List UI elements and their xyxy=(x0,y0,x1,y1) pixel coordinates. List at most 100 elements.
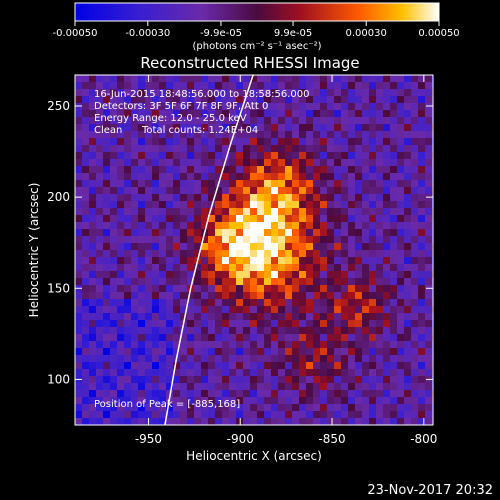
heatmap-cell xyxy=(75,82,83,90)
heatmap-cell xyxy=(96,404,104,412)
heatmap-cell xyxy=(411,194,419,202)
heatmap-cell xyxy=(222,278,230,286)
heatmap-cell xyxy=(264,138,272,146)
heatmap-cell xyxy=(145,208,153,216)
heatmap-cell xyxy=(89,222,97,230)
heatmap-cell xyxy=(257,320,265,328)
heatmap-cell xyxy=(404,348,412,356)
heatmap-cell xyxy=(271,299,279,307)
heatmap-cell xyxy=(166,194,174,202)
heatmap-cell xyxy=(173,257,181,265)
heatmap-cell xyxy=(180,390,188,398)
heatmap-cell xyxy=(278,89,286,97)
heatmap-cell xyxy=(215,376,223,384)
heatmap-cell xyxy=(89,131,97,139)
heatmap-cell xyxy=(334,215,342,223)
heatmap-cell xyxy=(124,355,132,363)
heatmap-cell xyxy=(334,264,342,272)
heatmap-cell xyxy=(180,131,188,139)
heatmap-cell xyxy=(306,187,314,195)
heatmap-cell xyxy=(348,404,356,412)
heatmap-cell xyxy=(236,82,244,90)
heatmap-cell xyxy=(341,383,349,391)
heatmap-cell xyxy=(194,75,202,83)
heatmap-cell xyxy=(194,313,202,321)
heatmap-cell xyxy=(334,131,342,139)
heatmap-cell xyxy=(187,110,195,118)
heatmap-cell xyxy=(390,390,398,398)
heatmap-cell xyxy=(376,327,384,335)
heatmap-cell xyxy=(404,194,412,202)
heatmap-cell xyxy=(166,320,174,328)
heatmap-cell xyxy=(138,131,146,139)
heatmap-cell xyxy=(243,236,251,244)
heatmap-cell xyxy=(250,376,258,384)
heatmap-cell xyxy=(180,208,188,216)
heatmap-cell xyxy=(383,285,391,293)
heatmap-cell xyxy=(411,376,419,384)
heatmap-cell xyxy=(159,131,167,139)
heatmap-cell xyxy=(117,159,125,167)
heatmap-cell xyxy=(383,362,391,370)
heatmap-cell xyxy=(82,152,90,160)
heatmap-cell xyxy=(404,383,412,391)
heatmap-cell xyxy=(327,404,335,412)
heatmap-cell xyxy=(145,285,153,293)
heatmap-cell xyxy=(362,96,370,104)
heatmap-cell xyxy=(166,110,174,118)
heatmap-cell xyxy=(397,103,405,111)
heatmap-cell xyxy=(348,138,356,146)
x-tick-label: -950 xyxy=(135,432,162,446)
heatmap-cell xyxy=(208,236,216,244)
heatmap-cell xyxy=(390,201,398,209)
heatmap-cell xyxy=(110,173,118,181)
heatmap-cell xyxy=(250,411,258,419)
heatmap-cell xyxy=(425,117,433,125)
heatmap-cell xyxy=(138,110,146,118)
heatmap-cell xyxy=(208,313,216,321)
heatmap-cell xyxy=(201,145,209,153)
heatmap-cell xyxy=(173,250,181,258)
heatmap-cell xyxy=(306,376,314,384)
heatmap-cell xyxy=(194,355,202,363)
heatmap-cell xyxy=(411,418,419,425)
heatmap-cell xyxy=(383,355,391,363)
heatmap-cell xyxy=(208,152,216,160)
heatmap-cell xyxy=(229,250,237,258)
heatmap-cell xyxy=(208,75,216,83)
heatmap-cell xyxy=(75,75,83,83)
heatmap-cell xyxy=(229,117,237,125)
heatmap-cell xyxy=(96,390,104,398)
heatmap-cell xyxy=(75,390,83,398)
heatmap-cell xyxy=(124,229,132,237)
heatmap-cell xyxy=(327,236,335,244)
heatmap-cell xyxy=(425,348,433,356)
heatmap-cell xyxy=(271,257,279,265)
heatmap-cell xyxy=(327,117,335,125)
heatmap-cell xyxy=(152,299,160,307)
heatmap-cell xyxy=(397,82,405,90)
heatmap-cell xyxy=(152,166,160,174)
heatmap-cell xyxy=(96,313,104,321)
heatmap-cell xyxy=(376,201,384,209)
heatmap-cell xyxy=(404,124,412,132)
heatmap-cell xyxy=(348,145,356,153)
colorbar-tick-label: 0.00030 xyxy=(346,28,387,39)
heatmap-cell xyxy=(320,215,328,223)
heatmap-cell xyxy=(271,166,279,174)
heatmap-cell xyxy=(355,404,363,412)
heatmap-cell xyxy=(82,110,90,118)
heatmap-cell xyxy=(383,257,391,265)
heatmap-cell xyxy=(187,257,195,265)
heatmap-cell xyxy=(271,320,279,328)
heatmap-cell xyxy=(145,376,153,384)
heatmap-cell xyxy=(236,376,244,384)
heatmap-cell xyxy=(425,334,433,342)
heatmap-cell xyxy=(362,390,370,398)
heatmap-cell xyxy=(285,327,293,335)
heatmap-cell xyxy=(194,250,202,258)
heatmap-cell xyxy=(173,320,181,328)
heatmap-cell xyxy=(404,362,412,370)
heatmap-cell xyxy=(418,75,426,83)
